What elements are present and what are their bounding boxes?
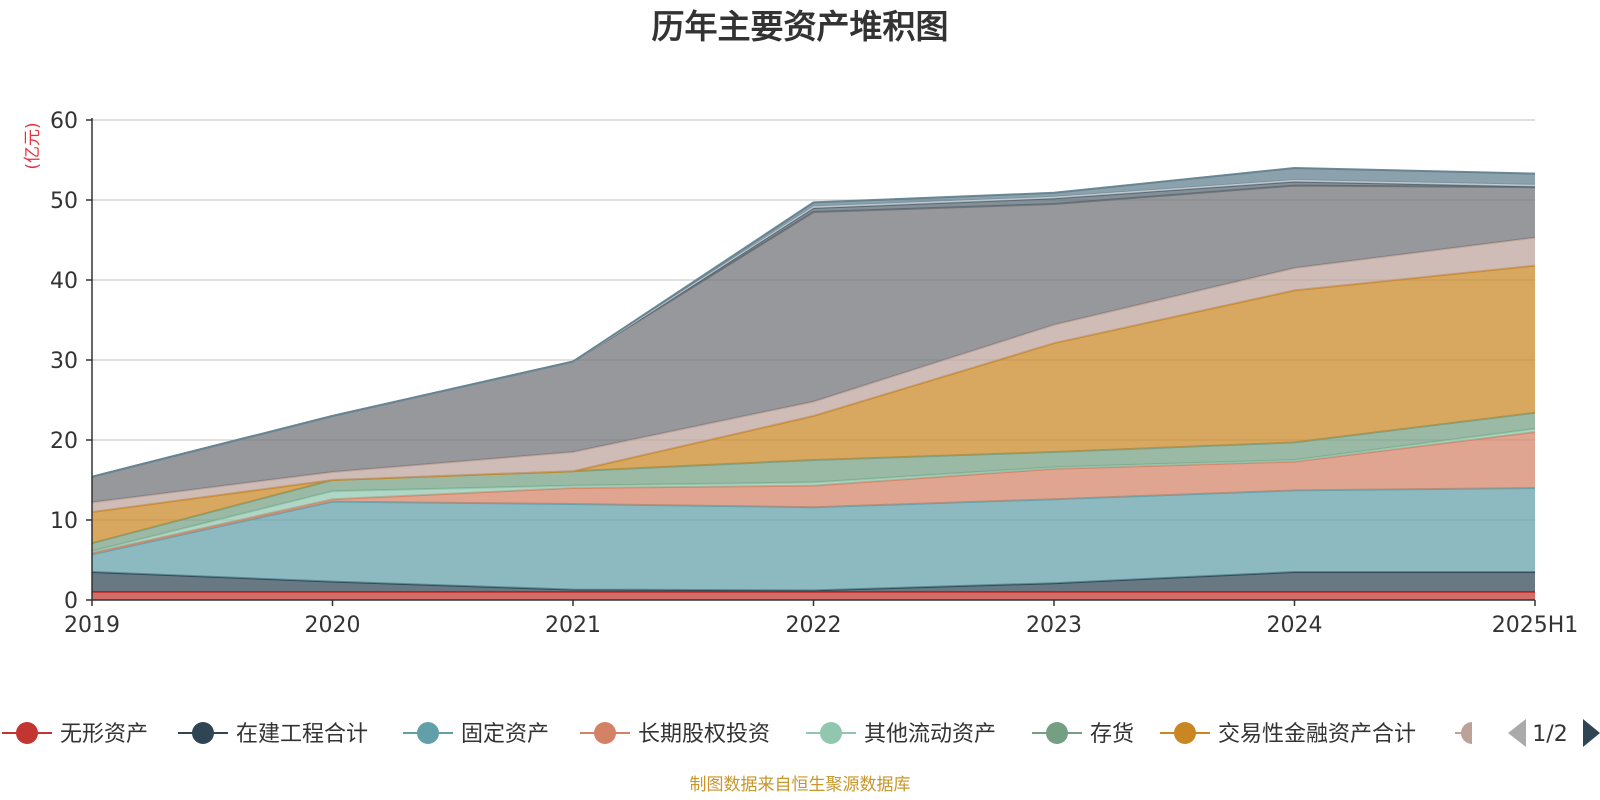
- legend-item-1[interactable]: 在建工程合计: [178, 722, 368, 747]
- legend-next-page-icon[interactable]: [1583, 719, 1600, 747]
- legend-item-0[interactable]: 无形资产: [2, 722, 148, 747]
- axes: 0 10 20 30 40 50 60 2019 2020 2021 2022 2023 2024 202…: [50, 109, 1578, 638]
- x-tick-label: 2022: [786, 613, 842, 638]
- area-series-8[interactable]: [92, 185, 1535, 503]
- x-tick-label: 2020: [305, 613, 361, 638]
- legend-marker: [1046, 722, 1068, 744]
- legend-prev-page-icon[interactable]: [1508, 719, 1526, 747]
- legend-marker: [1461, 722, 1472, 744]
- x-tick-label: 2019: [64, 613, 120, 638]
- y-tick-label: 40: [50, 269, 78, 294]
- area-series-3[interactable]: [92, 432, 1535, 555]
- legend-item-2[interactable]: 固定资产: [403, 722, 549, 747]
- legend-label: 交易性金融资产合计: [1218, 722, 1416, 747]
- y-tick-label: 0: [64, 589, 78, 614]
- legend-marker: [820, 722, 842, 744]
- chart-title: 历年主要资产堆积图: [652, 7, 949, 46]
- x-tick-label: 2023: [1026, 613, 1082, 638]
- legend-item-partial[interactable]: [1455, 722, 1472, 744]
- area-series-1[interactable]: [92, 572, 1535, 592]
- legend-marker: [192, 722, 214, 744]
- legend-label: 固定资产: [461, 722, 549, 747]
- legend-label: 长期股权投资: [638, 722, 770, 747]
- x-tick-label: 2021: [545, 613, 601, 638]
- y-tick-label: 60: [50, 109, 78, 134]
- area-series-2[interactable]: [92, 488, 1535, 591]
- area-series-7[interactable]: [92, 237, 1535, 512]
- y-tick-label: 50: [50, 189, 78, 214]
- y-tick-label: 10: [50, 509, 78, 534]
- legend-marker: [594, 722, 616, 744]
- legend-marker: [1174, 722, 1196, 744]
- data-source-note: 制图数据来自恒生聚源数据库: [690, 775, 911, 795]
- legend-marker: [16, 722, 38, 744]
- y-tick-label: 20: [50, 429, 78, 454]
- area-series-group: [91, 166, 1536, 600]
- legend-label: 无形资产: [60, 722, 148, 747]
- area-series-6[interactable]: [92, 265, 1535, 544]
- legend-item-4[interactable]: 其他流动资产: [806, 722, 996, 747]
- legend-item-3[interactable]: 长期股权投资: [580, 722, 770, 747]
- x-tick-label: 2024: [1267, 613, 1323, 638]
- legend-item-5[interactable]: 存货: [1032, 722, 1134, 747]
- area-series-line-11: [91, 166, 1536, 478]
- legend-marker: [417, 722, 439, 744]
- y-tick-label: 30: [50, 349, 78, 374]
- legend-label: 在建工程合计: [236, 722, 368, 747]
- area-series-0[interactable]: [92, 592, 1535, 600]
- x-tick-label: 2025H1: [1492, 613, 1579, 638]
- legend: 无形资产 在建工程合计 固定资产 长期股权投资 其他流动资产 存货 交易性金融资产合计 1/2: [2, 719, 1600, 747]
- legend-label: 存货: [1090, 722, 1134, 747]
- y-axis-unit-label: (亿元): [23, 122, 43, 169]
- legend-label: 其他流动资产: [864, 722, 996, 747]
- legend-item-6[interactable]: 交易性金融资产合计: [1160, 722, 1416, 747]
- legend-page-indicator: 1/2: [1532, 722, 1567, 747]
